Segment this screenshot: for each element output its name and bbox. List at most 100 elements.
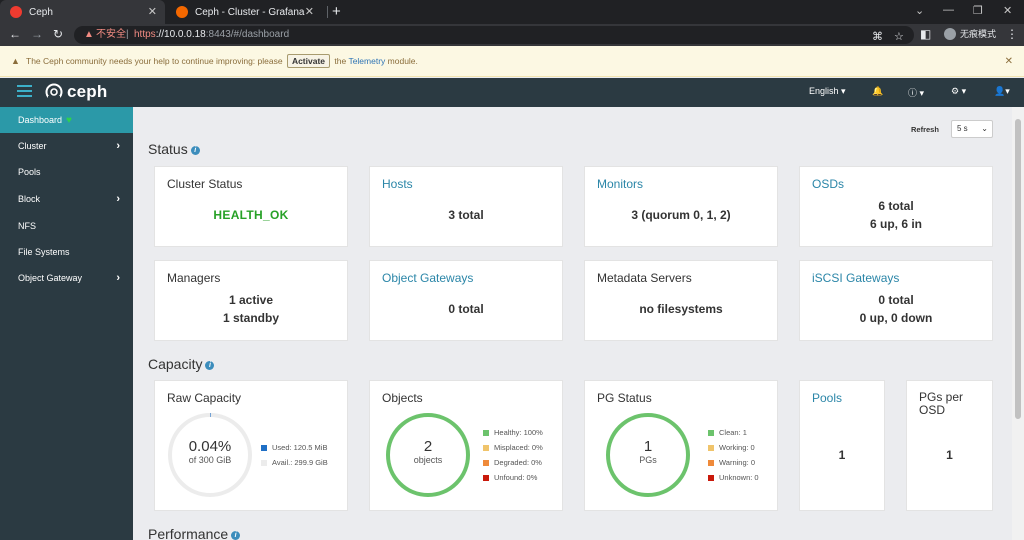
- forward-icon[interactable]: →: [31, 27, 43, 41]
- iscsi-gateways-link[interactable]: iSCSI Gateways: [812, 271, 900, 285]
- legend-item: Clean: 1: [708, 425, 759, 440]
- section-title-performance: Performance i: [148, 526, 241, 540]
- sidebar-item-object-gateway[interactable]: Object Gateway ›: [0, 265, 133, 291]
- telemetry-banner: ▲ The Ceph community needs your help to …: [0, 46, 1024, 77]
- address-bar[interactable]: ▲ 不安全 | https://10.0.0.18:8443/#/dashboa…: [74, 26, 914, 44]
- monitors-link[interactable]: Monitors: [597, 177, 644, 191]
- info-icon[interactable]: i: [231, 530, 241, 540]
- page-scrollbar[interactable]: [1012, 107, 1024, 540]
- sidebar-item-dashboard[interactable]: Dashboard ♥: [0, 107, 133, 133]
- sidebar-item-pools[interactable]: Pools: [18, 167, 41, 177]
- close-banner-icon[interactable]: ✕: [1004, 56, 1013, 67]
- legend-swatch: [261, 460, 267, 467]
- legend-item: Warning: 0: [708, 455, 759, 470]
- reload-icon[interactable]: ↻: [53, 27, 64, 41]
- sidebar: Dashboard ♥ Cluster › Pools Block › NFS Fil…: [0, 107, 133, 540]
- tab-search-icon[interactable]: ⌄: [915, 5, 925, 17]
- object-gateways-link[interactable]: Object Gateways: [382, 271, 474, 285]
- tab-title: Ceph - Cluster - Grafana: [195, 6, 305, 18]
- raw-capacity-percent: 0.04%: [188, 438, 232, 455]
- raw-capacity-legend: Used: 120.5 MiB Avail.: 299.9 GiB: [261, 440, 328, 470]
- refresh-label: Refresh: [911, 125, 939, 134]
- objects-legend: Healthy: 100% Misplaced: 0% Degraded: 0%…: [483, 425, 543, 485]
- back-icon[interactable]: ←: [9, 27, 21, 41]
- close-window-icon[interactable]: ✕: [1003, 5, 1013, 17]
- card-objects: Objects 2 objects Healthy: 100% Misplace…: [369, 380, 563, 511]
- card-pgs-per-osd: PGs per OSD 1: [906, 380, 993, 511]
- legend-item: Degraded: 0%: [483, 455, 543, 470]
- chevron-down-icon: ⌄: [981, 124, 988, 133]
- help-icon[interactable]: ⓘ ▾: [908, 88, 925, 98]
- card-metadata-servers: Metadata Servers no filesystems: [584, 260, 778, 341]
- close-tab-icon[interactable]: ✕: [304, 6, 314, 18]
- banner-text: The Ceph community needs your help to co…: [26, 54, 418, 68]
- chevron-right-icon: ›: [116, 140, 120, 152]
- restore-icon[interactable]: ❐: [973, 5, 983, 17]
- raw-capacity-total: of 300 GiB: [188, 455, 232, 465]
- legend-item: Working: 0: [708, 440, 759, 455]
- side-panel-icon[interactable]: ◧: [920, 27, 932, 41]
- section-title-capacity: Capacity i: [148, 356, 215, 372]
- new-tab-icon[interactable]: +: [332, 3, 341, 20]
- tab-title: Ceph: [29, 6, 53, 18]
- divider: |: [126, 29, 129, 40]
- incognito-icon: [944, 27, 956, 40]
- legend-item: Used: 120.5 MiB: [261, 440, 328, 455]
- sidebar-item-file-systems[interactable]: File Systems: [18, 247, 70, 257]
- incognito-profile[interactable]: 无痕模式: [944, 27, 996, 40]
- osds-link[interactable]: OSDs: [812, 177, 845, 191]
- health-status-value[interactable]: HEALTH_OK: [213, 208, 289, 222]
- user-icon[interactable]: 👤▾: [994, 86, 1010, 96]
- pools-link[interactable]: Pools: [812, 391, 843, 405]
- info-icon[interactable]: i: [190, 145, 200, 155]
- card-raw-capacity: Raw Capacity 0.04% of 300 GiB Used: 120.…: [154, 380, 348, 511]
- ceph-logo-icon: [45, 83, 63, 101]
- card-hosts: Hosts 3 total: [369, 166, 563, 247]
- card-pools: Pools 1: [799, 380, 885, 511]
- sidebar-item-block[interactable]: Block ›: [0, 186, 133, 212]
- browser-tab-strip: Ceph ✕ Ceph - Cluster - Grafana ✕ + ⌄ — …: [0, 0, 1024, 24]
- pg-count: 1: [643, 438, 653, 455]
- ceph-logo[interactable]: ceph: [45, 82, 107, 102]
- hosts-link[interactable]: Hosts: [382, 177, 413, 191]
- raw-capacity-donut: [168, 413, 252, 497]
- legend-item: Misplaced: 0%: [483, 440, 543, 455]
- legend-item: Healthy: 100%: [483, 425, 543, 440]
- activate-button[interactable]: Activate: [286, 54, 331, 68]
- health-heart-icon: ♥: [66, 115, 72, 126]
- bookmark-star-icon[interactable]: ☆: [894, 31, 904, 43]
- ceph-favicon-icon: [10, 6, 22, 18]
- chevron-right-icon: ›: [116, 193, 120, 205]
- sidebar-item-cluster[interactable]: Cluster ›: [0, 133, 133, 159]
- card-pg-status: PG Status 1 PGs Clean: 1 Working: 0 Warn…: [584, 380, 778, 511]
- legend-item: Unfound: 0%: [483, 470, 543, 485]
- refresh-interval-select[interactable]: 5 s ⌄: [951, 120, 993, 138]
- browser-tab-ceph[interactable]: Ceph ✕: [0, 0, 165, 24]
- grafana-favicon-icon: [176, 6, 188, 18]
- settings-gear-icon[interactable]: ⚙ ▾: [951, 86, 967, 96]
- card-managers: Managers 1 active 1 standby: [154, 260, 348, 341]
- browser-tab-grafana[interactable]: Ceph - Cluster - Grafana ✕: [166, 0, 328, 24]
- telemetry-link[interactable]: Telemetry: [348, 56, 386, 66]
- info-icon[interactable]: i: [205, 360, 215, 370]
- pg-status-donut: [606, 413, 690, 497]
- top-navbar: ceph English ▾ 🔔 ⓘ ▾ ⚙ ▾ 👤▾: [0, 78, 1024, 107]
- card-monitors: Monitors 3 (quorum 0, 1, 2): [584, 166, 778, 247]
- close-tab-icon[interactable]: ✕: [147, 6, 157, 18]
- more-menu-icon[interactable]: ⋮: [1006, 27, 1018, 41]
- card-object-gateways: Object Gateways 0 total: [369, 260, 563, 341]
- translate-icon[interactable]: ⌘: [872, 31, 883, 43]
- pg-unit: PGs: [639, 455, 657, 465]
- card-cluster-status: Cluster Status HEALTH_OK: [154, 166, 348, 247]
- pg-status-legend: Clean: 1 Working: 0 Warning: 0 Unknown: …: [708, 425, 759, 485]
- notifications-icon[interactable]: 🔔: [872, 86, 884, 96]
- legend-item: Unknown: 0: [708, 470, 759, 485]
- sidebar-item-nfs[interactable]: NFS: [18, 221, 36, 231]
- language-dropdown[interactable]: English ▾: [809, 86, 846, 96]
- objects-count: 2: [423, 438, 433, 455]
- menu-toggle-icon[interactable]: [17, 85, 32, 97]
- legend-item: Avail.: 299.9 GiB: [261, 455, 328, 470]
- chevron-right-icon: ›: [116, 272, 120, 284]
- warning-icon: ▲: [84, 29, 94, 40]
- minimize-icon[interactable]: —: [943, 4, 954, 16]
